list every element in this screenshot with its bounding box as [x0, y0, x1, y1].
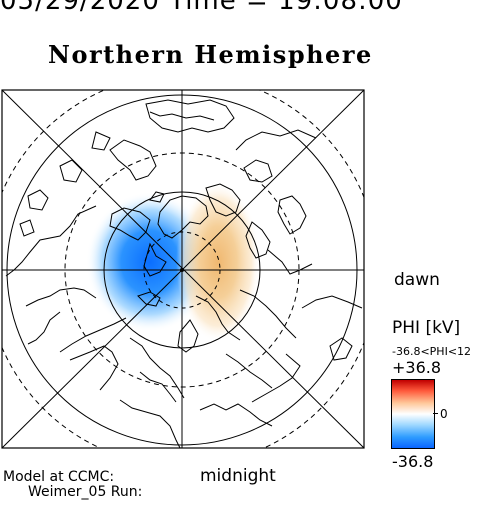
colorbar-title: PHI [kV] [392, 318, 461, 338]
model-label: Model at CCMC: [3, 469, 115, 485]
map-frame [1, 89, 365, 449]
pole-marker [180, 268, 184, 272]
colorbar-zero-tick [433, 413, 438, 414]
colorbar [391, 379, 435, 449]
midnight-label: midnight [200, 466, 276, 486]
page-title: Northern Hemisphere [48, 40, 373, 69]
coastlines [5, 99, 363, 448]
colorbar-range: -36.8<PHI<12 [392, 345, 472, 358]
positive-potential-cell [176, 182, 260, 342]
dawn-label: dawn [394, 270, 440, 290]
colorbar-min-label: -36.8 [392, 452, 434, 471]
colorbar-max-label: +36.8 [392, 358, 442, 377]
date-time-header: 05/29/2020 Time = 19:08:00 [0, 0, 403, 16]
colorbar-zero-label: 0 [440, 407, 448, 421]
run-label: Weimer_05 Run: [28, 484, 143, 500]
